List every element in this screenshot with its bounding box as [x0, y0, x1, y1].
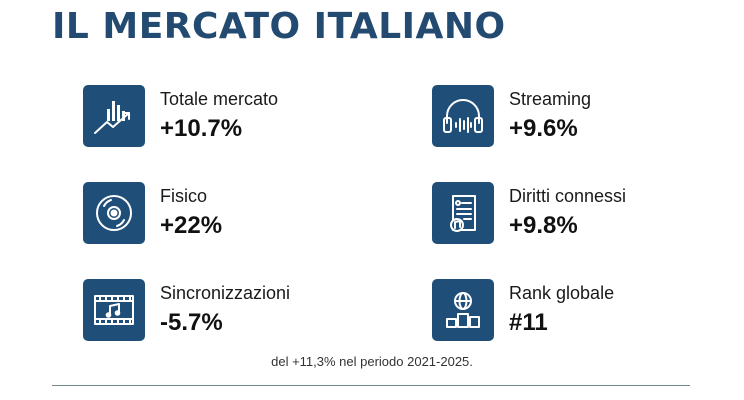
- stat-label: Totale mercato: [160, 89, 279, 109]
- headphones-icon: [432, 85, 494, 147]
- stat-value: +22%: [160, 212, 223, 239]
- stat-label: Diritti connessi: [509, 186, 627, 206]
- stat-value: +9.8%: [509, 212, 578, 239]
- stat-value: #11: [509, 309, 548, 336]
- stat-label: Streaming: [509, 89, 592, 109]
- cd-disc-icon: [83, 182, 145, 244]
- stat-value: -5.7%: [160, 309, 223, 336]
- film-music-icon: [83, 279, 145, 341]
- page-title: IL MERCATO ITALIANO: [52, 6, 506, 47]
- document-music-icon: [432, 182, 494, 244]
- stat-label: Rank globale: [509, 283, 615, 303]
- divider: [52, 385, 690, 386]
- stat-value: +9.6%: [509, 115, 578, 142]
- footnote: del +11,3% nel periodo 2021-2025.: [271, 354, 473, 369]
- stat-label: Sincronizzazioni: [160, 283, 291, 303]
- globe-podium-icon: [432, 279, 494, 341]
- growth-chart-icon: [83, 85, 145, 147]
- stat-value: +10.7%: [160, 115, 243, 142]
- stat-label: Fisico: [160, 186, 208, 206]
